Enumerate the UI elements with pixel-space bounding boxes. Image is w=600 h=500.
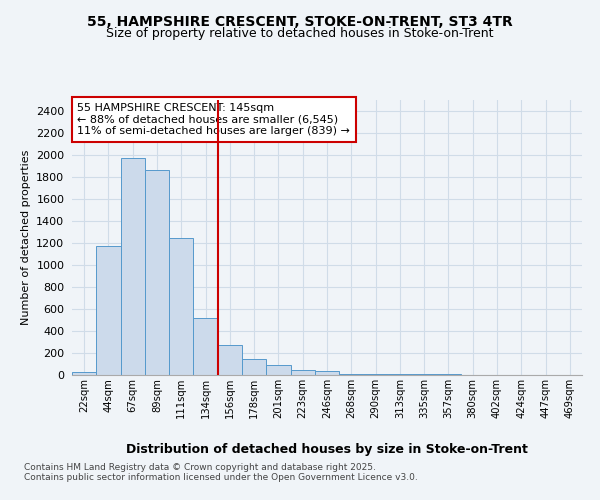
Bar <box>169 238 193 375</box>
Bar <box>315 371 339 375</box>
Bar <box>145 170 169 375</box>
Bar <box>242 358 266 375</box>
Bar <box>121 158 145 375</box>
Text: Distribution of detached houses by size in Stoke-on-Trent: Distribution of detached houses by size … <box>126 442 528 456</box>
Bar <box>193 318 218 375</box>
Bar <box>96 246 121 375</box>
Bar <box>388 374 412 375</box>
Bar <box>412 374 436 375</box>
Text: 55 HAMPSHIRE CRESCENT: 145sqm
← 88% of detached houses are smaller (6,545)
11% o: 55 HAMPSHIRE CRESCENT: 145sqm ← 88% of d… <box>77 103 350 136</box>
Text: 55, HAMPSHIRE CRESCENT, STOKE-ON-TRENT, ST3 4TR: 55, HAMPSHIRE CRESCENT, STOKE-ON-TRENT, … <box>87 15 513 29</box>
Bar <box>364 374 388 375</box>
Y-axis label: Number of detached properties: Number of detached properties <box>20 150 31 325</box>
Bar <box>290 370 315 375</box>
Text: Contains HM Land Registry data © Crown copyright and database right 2025.: Contains HM Land Registry data © Crown c… <box>24 462 376 471</box>
Bar <box>218 345 242 375</box>
Bar <box>266 365 290 375</box>
Text: Size of property relative to detached houses in Stoke-on-Trent: Size of property relative to detached ho… <box>106 28 494 40</box>
Text: Contains public sector information licensed under the Open Government Licence v3: Contains public sector information licen… <box>24 472 418 482</box>
Bar <box>72 372 96 375</box>
Bar <box>436 374 461 375</box>
Bar <box>339 374 364 375</box>
